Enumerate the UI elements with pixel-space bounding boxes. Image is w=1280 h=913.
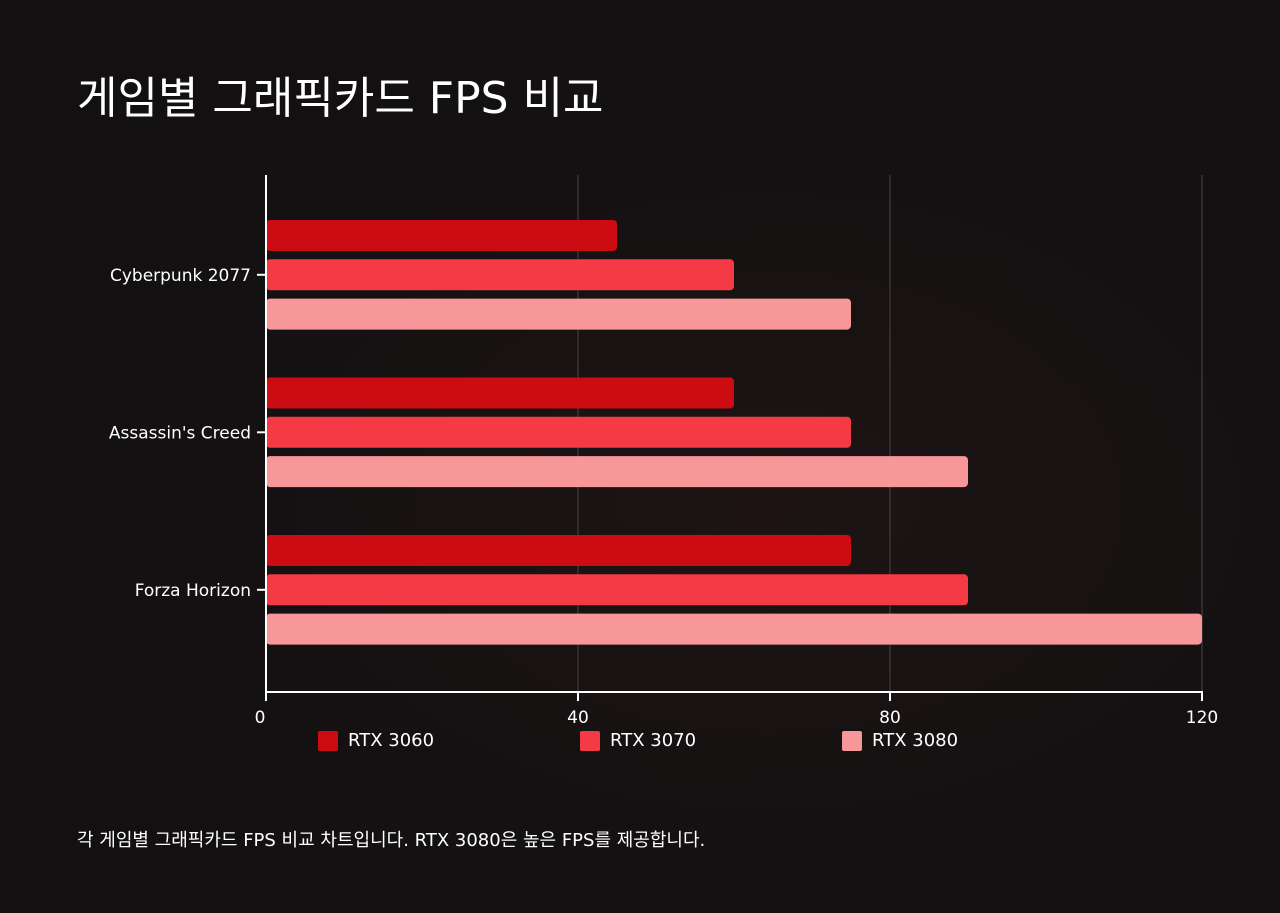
chart-title: 게임별 그래픽카드 FPS 비교 [77, 73, 604, 124]
bars [266, 220, 1202, 645]
legend-label: RTX 3070 [610, 730, 697, 751]
x-tick-label: 40 [567, 708, 589, 728]
x-tick-label: 0 [255, 708, 266, 728]
y-tick-label: Cyberpunk 2077 [110, 266, 251, 286]
bar-forza-horizon-rtx-3060 [266, 535, 851, 566]
tick-labels: Cyberpunk 2077 Assassin's Creed Forza Hori… [109, 266, 1218, 728]
x-tick-label: 80 [879, 708, 901, 728]
bar-cyberpunk-2077-rtx-3070 [266, 259, 734, 291]
legend-item-rtx-3080: RTX 3080 [842, 730, 958, 751]
y-tick-label: Forza Horizon [135, 581, 251, 601]
legend-swatch [318, 730, 338, 751]
legend-label: RTX 3060 [348, 730, 435, 751]
legend-swatch [842, 730, 862, 751]
bar-assassin-s-creed-rtx-3060 [266, 377, 734, 409]
bar-cyberpunk-2077-rtx-3060 [266, 220, 617, 251]
x-tick-label: 120 [1186, 708, 1218, 728]
chart-caption: 각 게임별 그래픽카드 FPS 비교 차트입니다. RTX 3080은 높은 F… [77, 830, 706, 851]
legend-swatch [580, 730, 600, 751]
axes [257, 175, 1203, 701]
bar-cyberpunk-2077-rtx-3080 [266, 298, 851, 330]
bar-forza-horizon-rtx-3070 [266, 574, 968, 606]
legend-item-rtx-3070: RTX 3070 [580, 730, 696, 751]
legend-item-rtx-3060: RTX 3060 [318, 730, 434, 751]
bar-assassin-s-creed-rtx-3070 [266, 416, 851, 448]
legend: RTX 3060 RTX 3070 RTX 3080 [0, 730, 1280, 754]
bar-forza-horizon-rtx-3080 [266, 613, 1202, 645]
legend-label: RTX 3080 [872, 730, 959, 751]
bar-assassin-s-creed-rtx-3080 [266, 456, 968, 488]
y-tick-label: Assassin's Creed [109, 423, 251, 443]
